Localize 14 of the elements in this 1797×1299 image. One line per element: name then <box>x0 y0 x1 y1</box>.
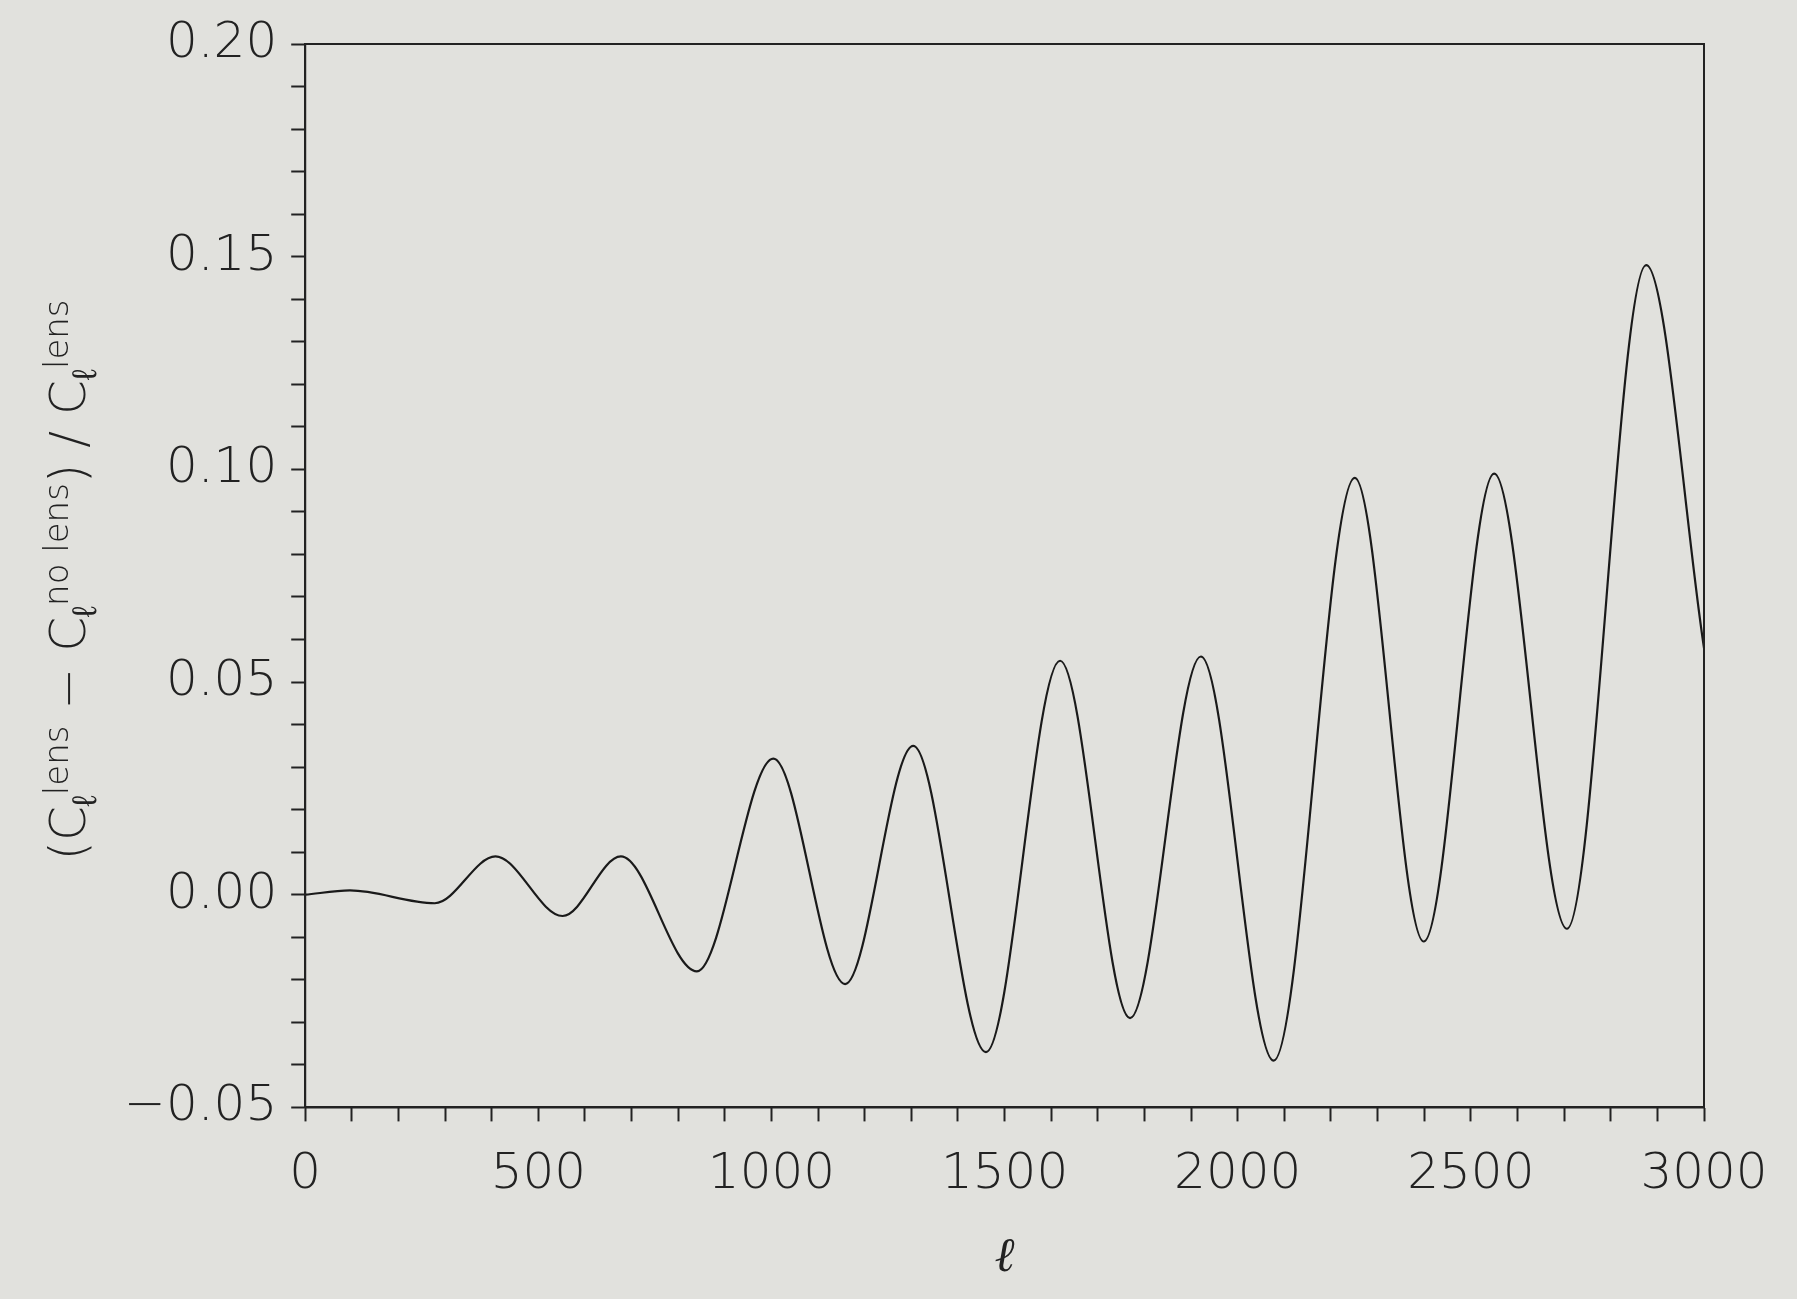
y-tick-label: 0.00 <box>165 861 278 920</box>
x-tick-label: 2500 <box>1407 1142 1535 1201</box>
y-tick-label: 0.10 <box>165 436 278 495</box>
x-tick-label: 0 <box>289 1142 322 1201</box>
x-axis-title: ℓ <box>994 1225 1015 1282</box>
y-tick-label: 0.20 <box>165 10 278 69</box>
x-tick-label: 1000 <box>707 1142 836 1201</box>
y-tick-label: 0.15 <box>165 223 278 282</box>
x-tick-label: 500 <box>490 1142 587 1201</box>
y-tick-label: −0.05 <box>123 1074 278 1133</box>
x-tick-label: 3000 <box>1640 1142 1768 1201</box>
x-tick-label: 2000 <box>1174 1142 1302 1201</box>
y-tick-label: 0.05 <box>165 649 278 708</box>
x-tick-label: 1500 <box>940 1142 1069 1201</box>
